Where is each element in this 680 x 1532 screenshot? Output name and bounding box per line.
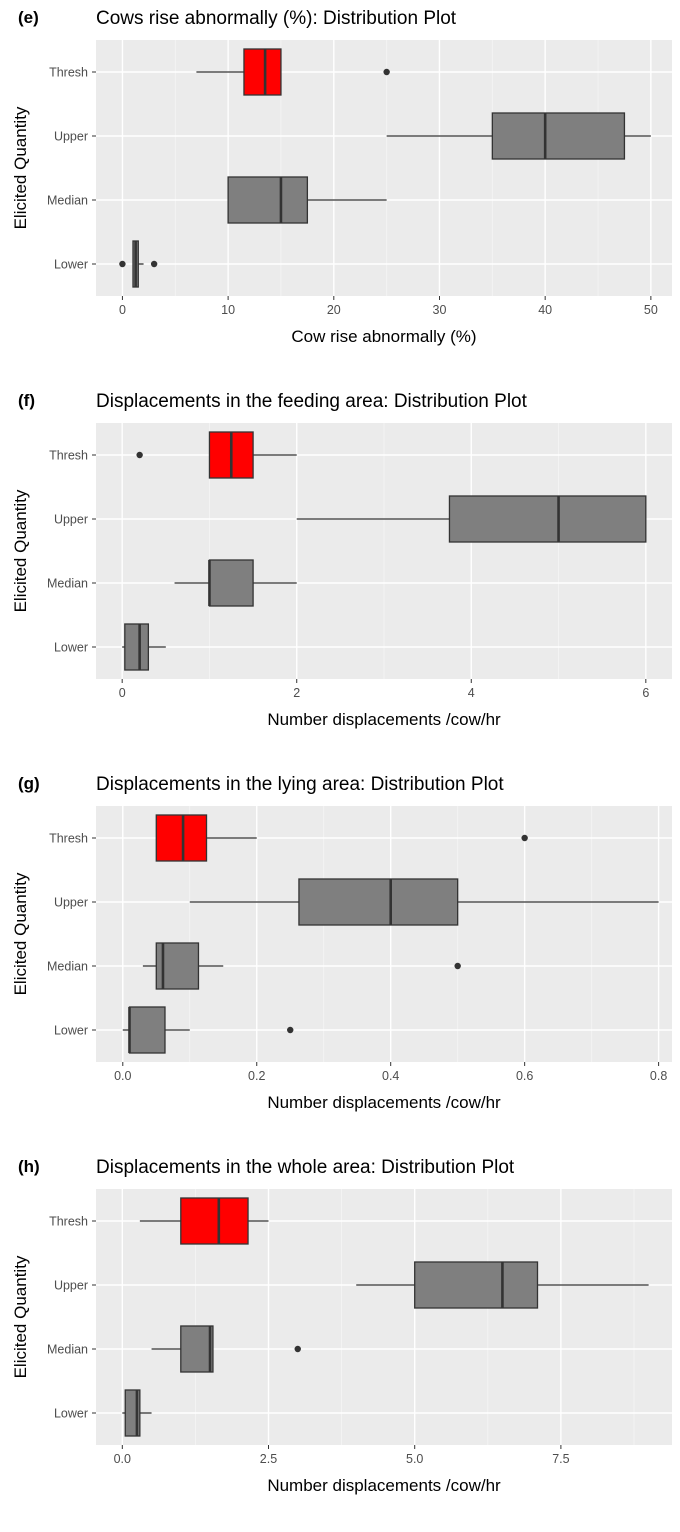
x-tick-label: 0 — [119, 303, 126, 317]
y-axis-title: Elicited Quantity — [11, 489, 30, 612]
box-thresh — [155, 814, 528, 862]
x-tick-label: 4 — [468, 686, 475, 700]
x-tick-label: 40 — [538, 303, 552, 317]
outlier-point — [521, 834, 528, 842]
y-tick-label: Thresh — [49, 449, 88, 463]
y-tick-label: Thresh — [49, 66, 88, 80]
box-iqr — [298, 878, 459, 926]
outlier-point — [383, 68, 390, 76]
x-tick-label: 6 — [642, 686, 649, 700]
box-lower — [122, 623, 166, 671]
x-tick-label: 30 — [433, 303, 447, 317]
y-axis-title: Elicited Quantity — [11, 1255, 30, 1378]
box-median — [227, 176, 387, 224]
box-median — [151, 1325, 301, 1373]
box-iqr — [491, 112, 626, 160]
box-iqr — [208, 559, 254, 607]
box-iqr — [180, 1197, 249, 1245]
chart-panel-2: (f) Displacements in the feeding area: Di… — [11, 391, 672, 729]
y-tick-label: Lower — [54, 258, 88, 272]
x-tick-label: 0.0 — [114, 1452, 131, 1466]
chart-title: Displacements in the whole area: Distrib… — [96, 1157, 515, 1178]
y-tick-label: Median — [47, 194, 88, 208]
panel-letter: (e) — [18, 8, 39, 27]
box-thresh — [196, 48, 390, 96]
box-iqr — [180, 1325, 214, 1373]
chart-panel-3: (g) Displacements in the lying area: Dist… — [11, 774, 672, 1112]
box-iqr — [128, 1006, 166, 1054]
box-upper — [296, 495, 647, 543]
outlier-point — [294, 1345, 301, 1353]
y-tick-label: Upper — [54, 896, 88, 910]
y-tick-label: Lower — [54, 1407, 88, 1421]
y-tick-label: Median — [47, 577, 88, 591]
x-tick-label: 10 — [221, 303, 235, 317]
outlier-point — [454, 962, 461, 970]
panel-letter: (h) — [18, 1157, 40, 1176]
x-tick-label: 5.0 — [406, 1452, 423, 1466]
box-lower — [119, 240, 158, 288]
y-axis-title: Elicited Quantity — [11, 106, 30, 229]
box-upper — [386, 112, 651, 160]
x-tick-label: 2 — [293, 686, 300, 700]
y-tick-label: Thresh — [49, 1215, 88, 1229]
box-thresh — [136, 431, 297, 479]
x-tick-label: 7.5 — [552, 1452, 569, 1466]
x-axis-title: Cow rise abnormally (%) — [291, 327, 476, 346]
box-lower — [122, 1006, 294, 1054]
x-axis-title: Number displacements /cow/hr — [267, 1093, 501, 1112]
outlier-point — [119, 260, 126, 268]
box-lower — [122, 1389, 152, 1437]
box-iqr — [448, 495, 647, 543]
chart-title: Cows rise abnormally (%): Distribution P… — [96, 8, 457, 29]
y-tick-label: Thresh — [49, 832, 88, 846]
x-tick-label: 0.8 — [650, 1069, 667, 1083]
x-axis-title: Number displacements /cow/hr — [267, 1476, 501, 1495]
y-tick-label: Upper — [54, 130, 88, 144]
outlier-point — [150, 260, 158, 268]
x-tick-label: 0.6 — [516, 1069, 533, 1083]
outlier-point — [136, 451, 143, 459]
chart-panel-1: (e) Cows rise abnormally (%): Distributio… — [11, 8, 672, 346]
plot-background — [96, 40, 672, 296]
panel-letter: (g) — [18, 774, 40, 793]
x-tick-label: 2.5 — [260, 1452, 277, 1466]
y-tick-label: Lower — [54, 1024, 88, 1038]
y-tick-label: Lower — [54, 641, 88, 655]
y-axis-title: Elicited Quantity — [11, 872, 30, 995]
box-iqr — [155, 814, 208, 862]
y-tick-label: Median — [47, 960, 88, 974]
chart-title: Displacements in the lying area: Distrib… — [96, 774, 504, 795]
box-thresh — [139, 1197, 269, 1245]
box-iqr — [414, 1261, 539, 1309]
x-tick-label: 50 — [644, 303, 658, 317]
y-tick-label: Upper — [54, 1279, 88, 1293]
panel-letter: (f) — [18, 391, 35, 410]
box-median — [174, 559, 297, 607]
box-iqr — [243, 48, 282, 96]
x-tick-label: 0.0 — [114, 1069, 131, 1083]
chart-title: Displacements in the feeding area: Distr… — [96, 391, 528, 412]
box-iqr — [124, 623, 150, 671]
outlier-point — [287, 1026, 294, 1034]
x-tick-label: 0.2 — [248, 1069, 265, 1083]
x-tick-label: 20 — [327, 303, 341, 317]
box-iqr — [227, 176, 309, 224]
x-tick-label: 0 — [119, 686, 126, 700]
x-tick-label: 0.4 — [382, 1069, 399, 1083]
box-upper — [189, 878, 659, 926]
y-tick-label: Upper — [54, 513, 88, 527]
chart-panel-4: (h) Displacements in the whole area: Dist… — [11, 1157, 672, 1495]
x-axis-title: Number displacements /cow/hr — [267, 710, 501, 729]
box-upper — [356, 1261, 649, 1309]
box-median — [142, 942, 461, 990]
y-tick-label: Median — [47, 1343, 88, 1357]
